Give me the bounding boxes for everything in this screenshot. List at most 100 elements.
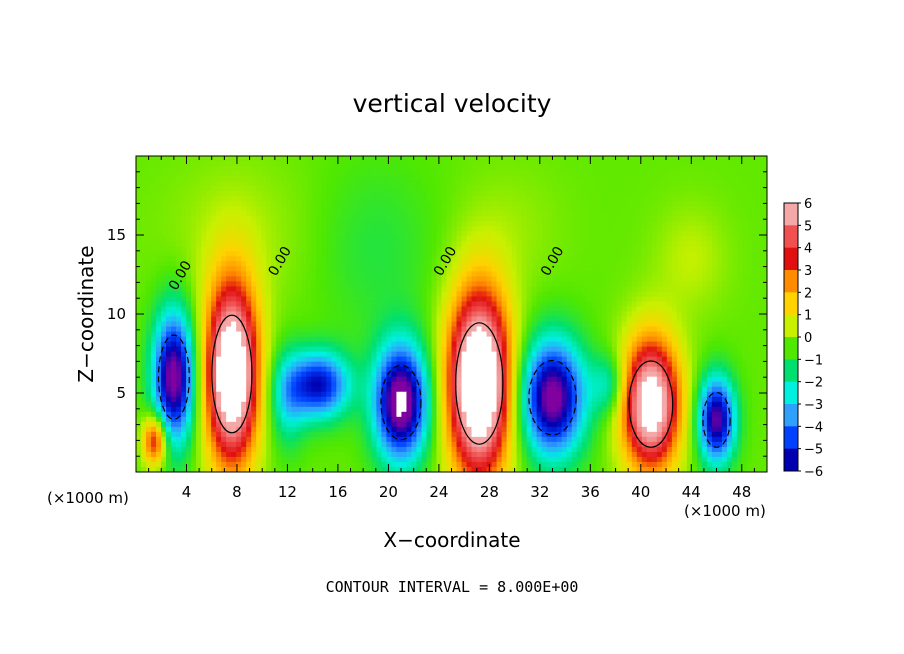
- field-cell: [671, 261, 678, 267]
- field-cell: [451, 266, 458, 272]
- field-cell: [181, 201, 187, 207]
- field-cell: [676, 276, 683, 282]
- field-cell: [586, 281, 593, 288]
- field-cell: [181, 241, 187, 247]
- field-cell: [696, 341, 703, 348]
- field-cell: [531, 201, 538, 207]
- field-cell: [426, 191, 433, 197]
- field-cell: [406, 226, 413, 232]
- field-cell: [226, 231, 232, 237]
- field-cell: [241, 171, 247, 177]
- field-cell: [501, 346, 508, 353]
- field-cell: [556, 166, 563, 172]
- field-cell: [291, 281, 297, 288]
- field-cell: [166, 246, 172, 252]
- field-cell: [346, 156, 352, 162]
- field-cell: [171, 276, 177, 282]
- field-cell: [381, 161, 387, 167]
- field-cell: [451, 206, 458, 212]
- field-cell: [211, 291, 217, 298]
- field-cell: [261, 306, 267, 313]
- field-cell: [701, 301, 708, 308]
- field-cell: [226, 196, 232, 202]
- field-cell: [521, 176, 528, 182]
- field-cell: [201, 226, 207, 232]
- field-cell: [246, 296, 252, 303]
- field-cell: [631, 271, 638, 277]
- field-cell: [426, 261, 433, 267]
- field-cell: [476, 211, 483, 217]
- field-cell: [736, 336, 743, 343]
- field-cell: [381, 226, 387, 232]
- field-cell: [476, 226, 483, 232]
- field-cell: [376, 176, 382, 182]
- field-cell: [331, 341, 337, 348]
- field-cell: [391, 221, 398, 227]
- field-cell: [656, 191, 663, 197]
- field-cell: [216, 256, 222, 262]
- field-cell: [701, 286, 708, 293]
- field-cell: [736, 316, 743, 323]
- field-cell: [416, 336, 423, 343]
- field-cell: [571, 346, 578, 353]
- field-cell: [661, 266, 668, 272]
- field-cell: [736, 176, 743, 182]
- field-cell: [391, 211, 398, 217]
- field-cell: [371, 211, 377, 217]
- field-cell: [646, 216, 653, 222]
- field-cell: [161, 231, 167, 237]
- field-cell: [706, 211, 713, 217]
- field-cell: [321, 336, 327, 343]
- field-cell: [171, 241, 177, 247]
- field-cell: [446, 296, 453, 303]
- field-cell: [521, 221, 528, 227]
- field-cell: [461, 336, 468, 343]
- field-cell: [221, 291, 227, 298]
- field-cell: [166, 261, 172, 267]
- field-cell: [586, 256, 593, 262]
- field-cell: [686, 331, 693, 338]
- field-cell: [336, 351, 342, 358]
- field-cell: [686, 316, 693, 323]
- field-cell: [311, 256, 317, 262]
- field-cell: [311, 166, 317, 172]
- field-cell: [411, 271, 418, 277]
- field-cell: [636, 326, 643, 333]
- field-cell: [186, 341, 192, 348]
- field-cell: [371, 311, 377, 318]
- field-cell: [576, 291, 583, 298]
- field-cell: [726, 161, 733, 167]
- field-cell: [546, 281, 553, 288]
- field-cell: [281, 281, 287, 288]
- field-cell: [621, 226, 628, 232]
- field-cell: [496, 231, 503, 237]
- field-cell: [371, 171, 377, 177]
- field-cell: [591, 286, 598, 293]
- field-cell: [701, 166, 708, 172]
- field-cell: [406, 161, 413, 167]
- field-cell: [461, 276, 468, 282]
- field-cell: [621, 191, 628, 197]
- field-cell: [591, 311, 598, 318]
- field-cell: [621, 261, 628, 267]
- field-cell: [746, 176, 753, 182]
- field-cell: [456, 286, 463, 293]
- field-cell: [151, 206, 157, 212]
- field-cell: [641, 291, 648, 298]
- field-cell: [751, 241, 758, 247]
- field-cell: [281, 181, 287, 187]
- field-cell: [451, 176, 458, 182]
- field-cell: [371, 156, 377, 162]
- field-cell: [226, 331, 232, 338]
- field-cell: [531, 336, 538, 343]
- field-cell: [361, 211, 367, 217]
- field-cell: [651, 221, 658, 227]
- field-cell: [516, 171, 523, 177]
- field-cell: [746, 231, 753, 237]
- field-cell: [651, 246, 658, 252]
- field-cell: [181, 296, 187, 303]
- field-cell: [576, 251, 583, 257]
- field-cell: [276, 316, 282, 323]
- field-cell: [621, 196, 628, 202]
- field-cell: [506, 171, 513, 177]
